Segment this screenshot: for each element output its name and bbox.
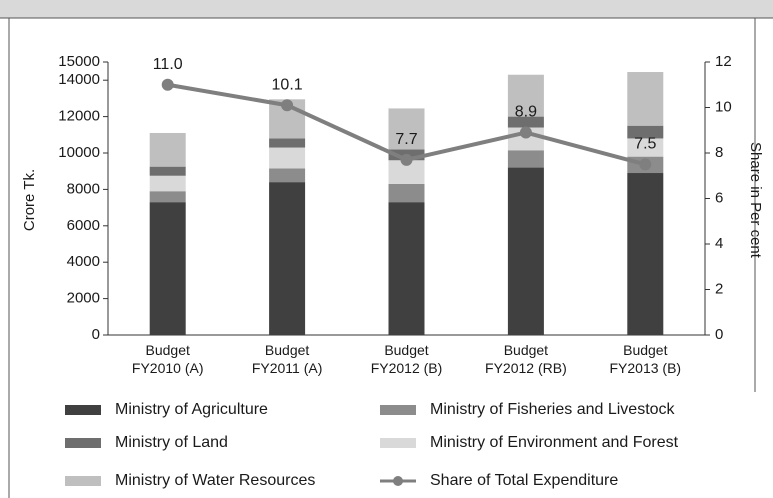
header-band (0, 0, 773, 18)
bar-segment (388, 160, 425, 184)
y-tick-label: 0 (92, 326, 100, 343)
data-label: 7.7 (395, 131, 417, 148)
legend-swatch (65, 438, 101, 448)
bar-segment (388, 183, 425, 203)
legend-swatch (380, 438, 416, 448)
y2-tick-label: 0 (715, 326, 723, 343)
y2-tick-label: 2 (715, 280, 723, 297)
legend-label: Ministry of Fisheries and Livestock (430, 401, 676, 418)
bar-segment (507, 150, 544, 168)
y-tick-label: 10000 (58, 144, 100, 161)
bar-segment (269, 147, 306, 169)
data-label: 8.9 (515, 104, 537, 121)
bar-segment (149, 175, 186, 192)
bar-segment (269, 168, 306, 183)
bar-segment (388, 108, 425, 150)
bar-segment (149, 191, 186, 203)
y2-axis-title: Share in Per cent (747, 142, 764, 259)
bar-segment (269, 182, 306, 335)
y-tick-label: 4000 (67, 253, 100, 270)
share-point (281, 99, 294, 112)
y-axis-title: Crore Tk. (21, 169, 38, 231)
legend-swatch (65, 476, 101, 486)
x-tick-label: Budget FY2011 (A) (252, 342, 323, 376)
y2-tick-label: 4 (715, 235, 723, 252)
bar-segment (507, 167, 544, 335)
bar-segment (388, 202, 425, 335)
legend-label: Ministry of Land (115, 434, 228, 451)
legend-marker (393, 476, 403, 486)
y2-tick-label: 6 (715, 189, 723, 206)
y-tick-label: 15000 (58, 53, 100, 70)
bar-segment (507, 74, 544, 117)
legend-label: Ministry of Agriculture (115, 401, 268, 418)
bar-segment (627, 125, 664, 139)
y-tick-label: 2000 (67, 290, 100, 307)
bar-segment (149, 202, 186, 335)
share-point (519, 126, 532, 139)
data-label: 7.5 (634, 136, 656, 153)
bar-segment (507, 116, 544, 128)
y-tick-label: 8000 (67, 180, 100, 197)
bar-segment (627, 138, 664, 157)
x-tick-label: Budget FY2010 (A) (132, 342, 204, 376)
share-point (400, 153, 413, 166)
bar-segment (627, 173, 664, 335)
bar-segment (627, 72, 664, 126)
legend-label: Ministry of Environment and Forest (430, 434, 679, 451)
x-tick-label: Budget FY2012 (B) (371, 342, 443, 376)
y-tick-label: 14000 (58, 71, 100, 88)
share-point (639, 158, 652, 171)
y2-tick-label: 12 (715, 53, 732, 70)
y-tick-label: 6000 (67, 217, 100, 234)
y-tick-label: 12000 (58, 108, 100, 125)
legend-swatch (65, 405, 101, 415)
y2-tick-label: 10 (715, 98, 732, 115)
y2-tick-label: 8 (715, 144, 723, 161)
x-tick-label: Budget FY2012 (RB) (485, 342, 567, 376)
legend-swatch (380, 405, 416, 415)
legend-label: Ministry of Water Resources (115, 472, 315, 489)
share-point (161, 78, 174, 91)
data-label: 11.0 (153, 56, 183, 73)
legend-label: Share of Total Expenditure (430, 472, 618, 489)
bar-segment (269, 138, 306, 148)
x-tick-label: Budget FY2013 (B) (610, 342, 682, 376)
bar-segment (149, 132, 186, 167)
bar-segment (149, 166, 186, 176)
data-label: 10.1 (272, 76, 303, 93)
